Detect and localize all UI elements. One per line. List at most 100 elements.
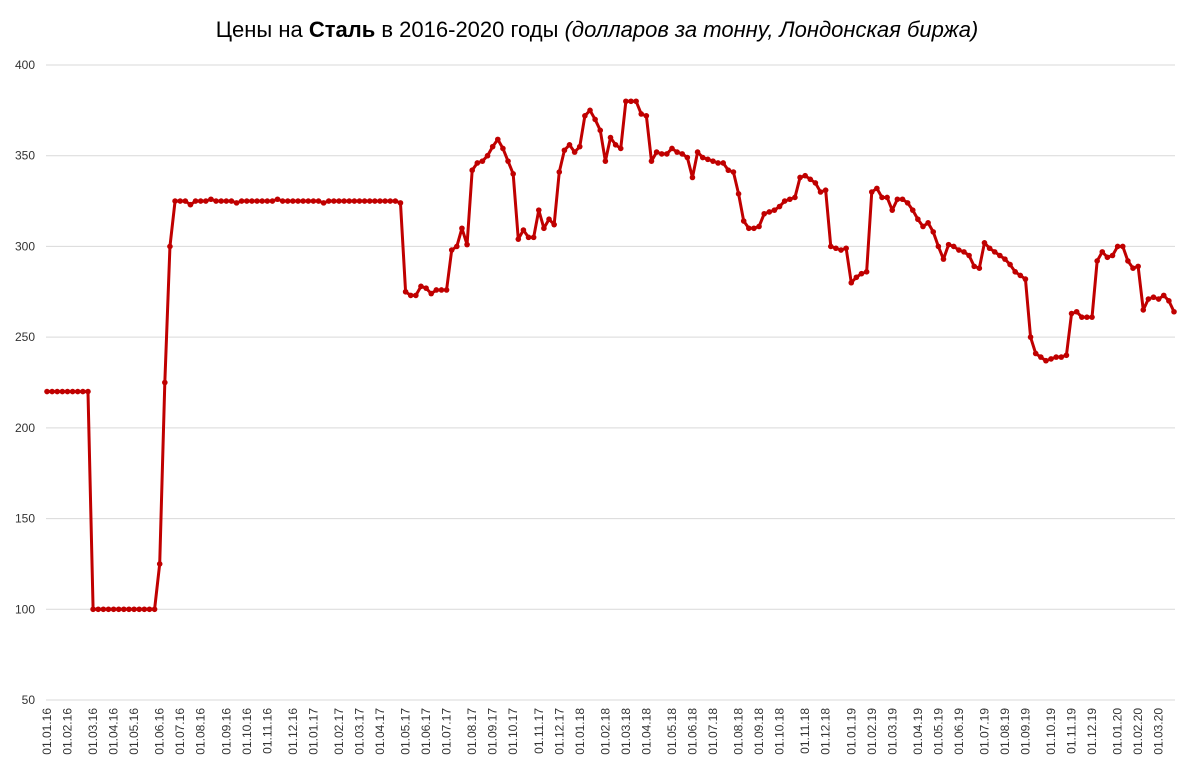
point: [438, 287, 445, 293]
point: [1145, 296, 1152, 302]
point: [909, 207, 916, 213]
point: [628, 98, 634, 105]
point: [274, 196, 281, 203]
point: [1125, 258, 1131, 264]
point: [459, 225, 465, 232]
point: [735, 191, 742, 197]
x-tick-label: 01.09.19: [1018, 708, 1032, 755]
point: [1160, 292, 1167, 299]
point: [479, 158, 486, 164]
x-tick-label: 01.01.16: [40, 708, 54, 755]
x-tick-label: 01.02.20: [1131, 708, 1145, 755]
point: [1032, 350, 1039, 357]
point: [833, 245, 839, 252]
point: [950, 243, 957, 250]
x-tick-label: 01.07.17: [440, 708, 454, 755]
point: [991, 249, 998, 255]
x-tick-label: 01.08.16: [194, 708, 208, 755]
x-tick-label: 01.05.17: [399, 708, 413, 755]
x-tick-label: 01.02.19: [865, 708, 879, 755]
point: [643, 113, 650, 119]
point: [653, 149, 660, 155]
point: [115, 606, 122, 613]
point: [966, 252, 972, 259]
point: [961, 249, 967, 255]
point: [197, 198, 204, 204]
point: [49, 388, 55, 395]
point: [356, 198, 363, 204]
point: [781, 198, 788, 204]
point: [74, 388, 81, 395]
point: [1130, 265, 1136, 272]
point: [602, 158, 609, 164]
y-tick-label: 250: [15, 330, 35, 344]
point: [495, 136, 501, 143]
point: [95, 606, 102, 613]
x-tick-label: 01.09.16: [219, 708, 233, 755]
point: [1135, 263, 1141, 270]
point: [863, 269, 870, 275]
point: [377, 198, 383, 204]
point: [766, 209, 773, 215]
point: [392, 198, 399, 204]
point: [638, 111, 645, 117]
point: [182, 198, 189, 204]
point: [520, 227, 527, 233]
point: [879, 194, 885, 201]
point: [694, 149, 701, 155]
point: [187, 201, 194, 208]
point: [1063, 352, 1070, 359]
point: [361, 198, 368, 204]
point: [786, 196, 793, 203]
point: [423, 285, 429, 291]
x-tick-label: 01.11.18: [798, 708, 812, 754]
point: [433, 287, 440, 293]
point: [740, 218, 747, 224]
point: [838, 247, 844, 253]
point: [664, 151, 670, 157]
point: [679, 151, 686, 157]
point: [551, 221, 557, 228]
point: [541, 225, 547, 232]
x-tick-label: 01.01.20: [1111, 708, 1125, 755]
x-tick-label: 01.11.16: [260, 708, 274, 754]
point: [556, 169, 563, 175]
point: [325, 198, 332, 204]
point: [1084, 314, 1090, 320]
point: [54, 388, 61, 395]
y-tick-label: 300: [15, 239, 35, 253]
point: [884, 194, 890, 201]
point: [1007, 261, 1013, 268]
x-tick-label: 01.04.17: [373, 708, 387, 755]
x-tick-label: 01.01.17: [306, 708, 320, 755]
point: [418, 283, 424, 290]
point: [827, 243, 834, 250]
point: [203, 198, 209, 204]
point: [874, 185, 880, 192]
point: [530, 234, 537, 241]
point: [305, 198, 312, 204]
point: [853, 274, 860, 281]
point: [592, 116, 598, 123]
x-tick-label: 01.12.16: [286, 708, 300, 755]
point: [315, 198, 322, 204]
point: [131, 606, 137, 613]
point: [295, 198, 301, 204]
point: [812, 180, 819, 186]
point: [802, 172, 808, 179]
point: [997, 252, 1003, 259]
point: [69, 388, 76, 395]
point: [454, 243, 460, 250]
point: [715, 160, 721, 166]
point: [192, 198, 199, 204]
point: [320, 200, 327, 206]
point: [331, 198, 337, 204]
point: [346, 198, 353, 204]
point: [100, 606, 107, 613]
point: [1119, 243, 1126, 250]
point: [674, 149, 680, 155]
x-tick-label: 01.12.19: [1085, 708, 1099, 755]
x-tick-label: 01.03.16: [86, 708, 100, 755]
point: [925, 220, 931, 226]
